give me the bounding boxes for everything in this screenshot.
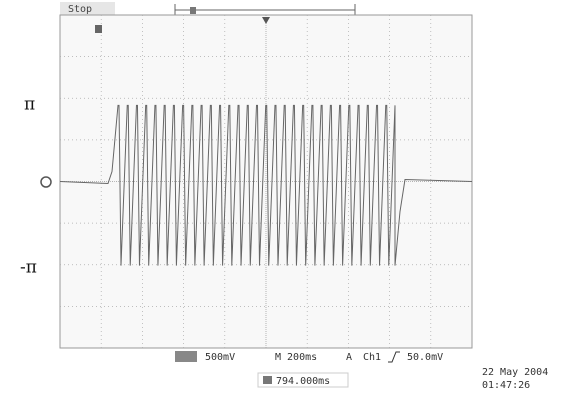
- timebase: M 200ms: [275, 352, 317, 363]
- position-icon: [263, 376, 272, 384]
- pi-label: π: [24, 95, 35, 115]
- trigger-mode: A: [346, 352, 352, 363]
- status: Stop: [68, 4, 92, 15]
- ch-scale: 500mV: [205, 352, 235, 363]
- trigger-source: Ch1: [363, 352, 381, 363]
- neg-pi-label: -π: [20, 258, 37, 278]
- position: 794.000ms: [276, 376, 330, 387]
- channel-badge: [175, 351, 197, 362]
- ref-marker: [95, 25, 102, 33]
- trigger-level: 50.0mV: [407, 352, 443, 363]
- scope-screenshot: Stop π -π 500mV M 200ms A Ch1 50.0mV 794…: [0, 0, 570, 398]
- date: 22 May 2004: [482, 367, 548, 378]
- record-marker: [190, 7, 196, 14]
- time: 01:47:26: [482, 380, 530, 391]
